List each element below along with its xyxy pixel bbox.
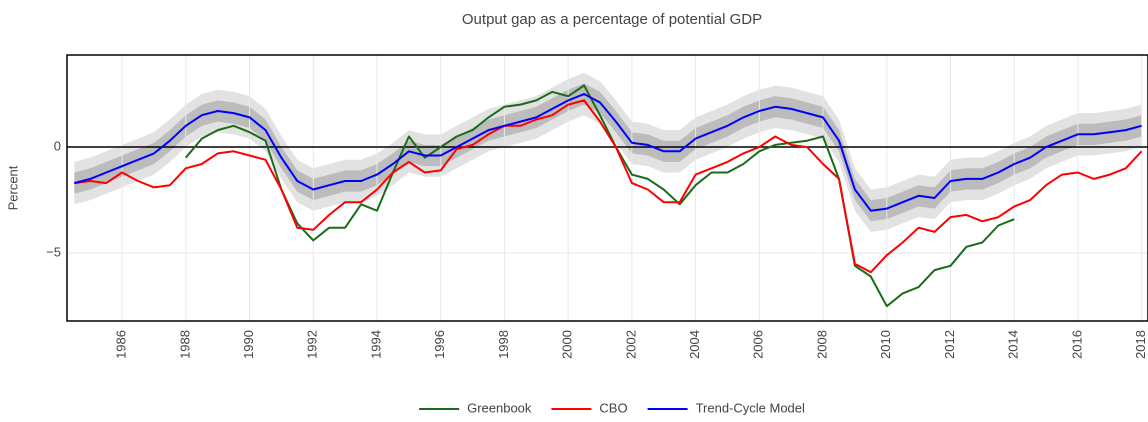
plot-area bbox=[67, 55, 1148, 321]
y-tick-label: −5 bbox=[46, 245, 61, 260]
x-tick-label: 2016 bbox=[1069, 330, 1084, 359]
x-tick-label: 1994 bbox=[368, 330, 383, 359]
x-tick-label: 1992 bbox=[305, 330, 320, 359]
y-axis-title: Percent bbox=[5, 165, 20, 210]
legend-label: CBO bbox=[599, 400, 627, 415]
x-tick-label: 2002 bbox=[623, 330, 638, 359]
y-tick-label: 0 bbox=[54, 138, 61, 153]
x-tick-label: 1986 bbox=[114, 330, 129, 359]
x-tick-label: 1998 bbox=[496, 330, 511, 359]
x-tick-label: 2014 bbox=[1006, 330, 1021, 359]
x-tick-label: 2000 bbox=[560, 330, 575, 359]
x-tick-label: 2006 bbox=[751, 330, 766, 359]
x-tick-label: 2010 bbox=[878, 330, 893, 359]
x-tick-label: 2012 bbox=[942, 330, 957, 359]
confidence-band bbox=[74, 83, 1142, 222]
x-tick-label: 1988 bbox=[177, 330, 192, 359]
series-line bbox=[74, 93, 1142, 212]
chart-title: Output gap as a percentage of potential … bbox=[462, 11, 762, 28]
x-tick-label: 2004 bbox=[687, 330, 702, 359]
plot-frame bbox=[66, 54, 1148, 322]
legend-label: Greenbook bbox=[467, 400, 532, 415]
x-tick-label: 1990 bbox=[241, 330, 256, 359]
x-tick-label: 2008 bbox=[814, 330, 829, 359]
series-line bbox=[185, 84, 1015, 308]
legend-label: Trend-Cycle Model bbox=[696, 400, 805, 415]
x-tick-label: 1996 bbox=[432, 330, 447, 359]
x-tick-label: 2018 bbox=[1133, 330, 1148, 359]
series-line bbox=[74, 99, 1143, 274]
